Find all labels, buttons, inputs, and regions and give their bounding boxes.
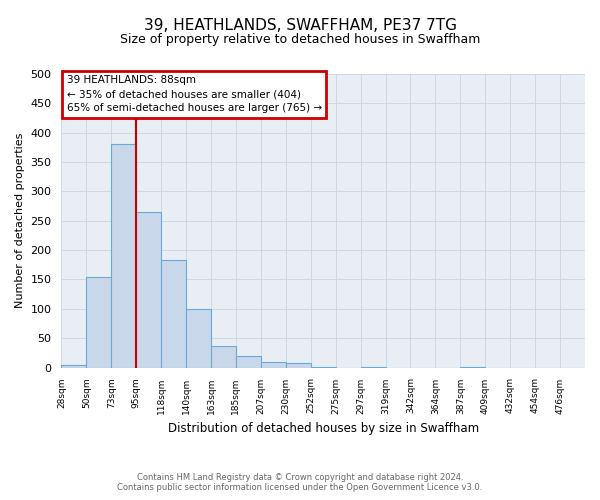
X-axis label: Distribution of detached houses by size in Swaffham: Distribution of detached houses by size …: [167, 422, 479, 435]
Text: Size of property relative to detached houses in Swaffham: Size of property relative to detached ho…: [120, 32, 480, 46]
Bar: [361, 367, 386, 368]
Bar: [311, 367, 335, 368]
Bar: [61, 364, 86, 368]
Text: Contains public sector information licensed under the Open Government Licence v3: Contains public sector information licen…: [118, 482, 482, 492]
Text: Contains HM Land Registry data © Crown copyright and database right 2024.: Contains HM Land Registry data © Crown c…: [137, 472, 463, 482]
Bar: [236, 356, 261, 368]
Bar: [111, 144, 136, 368]
Bar: [136, 212, 161, 368]
Bar: [211, 346, 236, 368]
Text: 39 HEATHLANDS: 88sqm
← 35% of detached houses are smaller (404)
65% of semi-deta: 39 HEATHLANDS: 88sqm ← 35% of detached h…: [67, 76, 322, 114]
Y-axis label: Number of detached properties: Number of detached properties: [15, 133, 25, 308]
Text: 39, HEATHLANDS, SWAFFHAM, PE37 7TG: 39, HEATHLANDS, SWAFFHAM, PE37 7TG: [143, 18, 457, 32]
Bar: [261, 362, 286, 368]
Bar: [86, 276, 111, 368]
Bar: [286, 363, 311, 368]
Bar: [161, 260, 186, 368]
Bar: [460, 367, 485, 368]
Bar: [186, 309, 211, 368]
